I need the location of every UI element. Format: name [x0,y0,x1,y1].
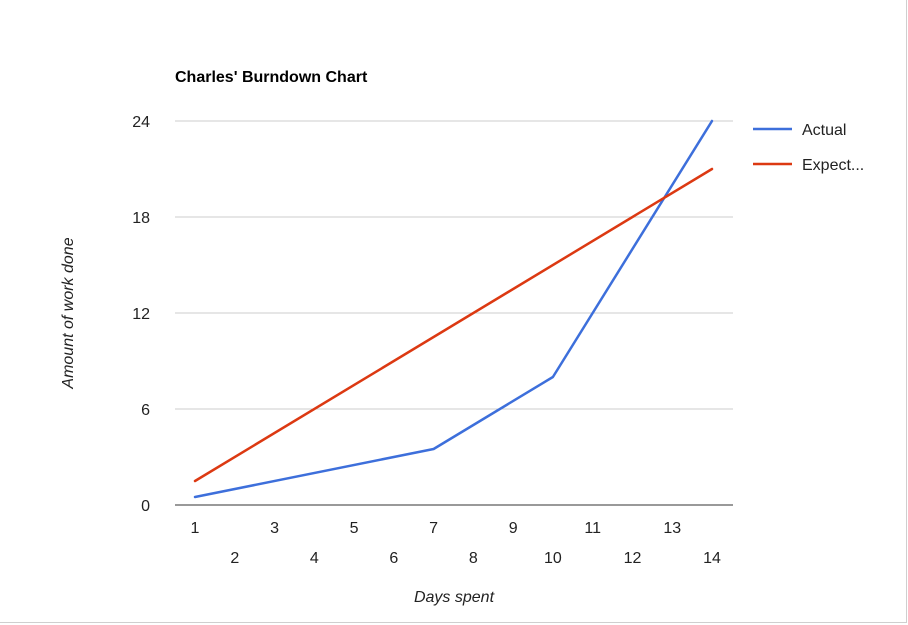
legend-label: Expect... [802,157,864,174]
y-tick-label: 12 [132,306,150,323]
x-tick-label: 12 [624,550,642,567]
x-tick-label: 4 [310,550,319,567]
x-tick-label: 14 [703,550,721,567]
x-tick-label: 9 [509,520,518,537]
y-tick-labels: 0 6 12 18 24 [132,114,150,515]
x-tick-label: 3 [270,520,279,537]
legend: Actual Expect... [753,122,864,174]
x-tick-label: 2 [230,550,239,567]
x-tick-label: 5 [350,520,359,537]
y-tick-label: 24 [132,114,150,131]
y-tick-label: 18 [132,210,150,227]
x-tick-label: 6 [389,550,398,567]
x-tick-label: 7 [429,520,438,537]
y-tick-label: 0 [141,498,150,515]
x-tick-label: 13 [663,520,681,537]
x-tick-label: 1 [191,520,200,537]
chart-title: Charles' Burndown Chart [175,69,368,86]
y-axis-label: Amount of work done [60,237,77,389]
series-line-actual [193,119,714,499]
x-axis-label: Days spent [414,589,495,606]
y-tick-label: 6 [141,402,150,419]
series-line-expect [193,167,714,483]
x-tick-label: 10 [544,550,562,567]
x-tick-label: 11 [584,520,601,537]
gridlines [175,120,733,410]
series-lines [193,119,714,499]
legend-label: Actual [802,122,846,139]
x-tick-label: 8 [469,550,478,567]
